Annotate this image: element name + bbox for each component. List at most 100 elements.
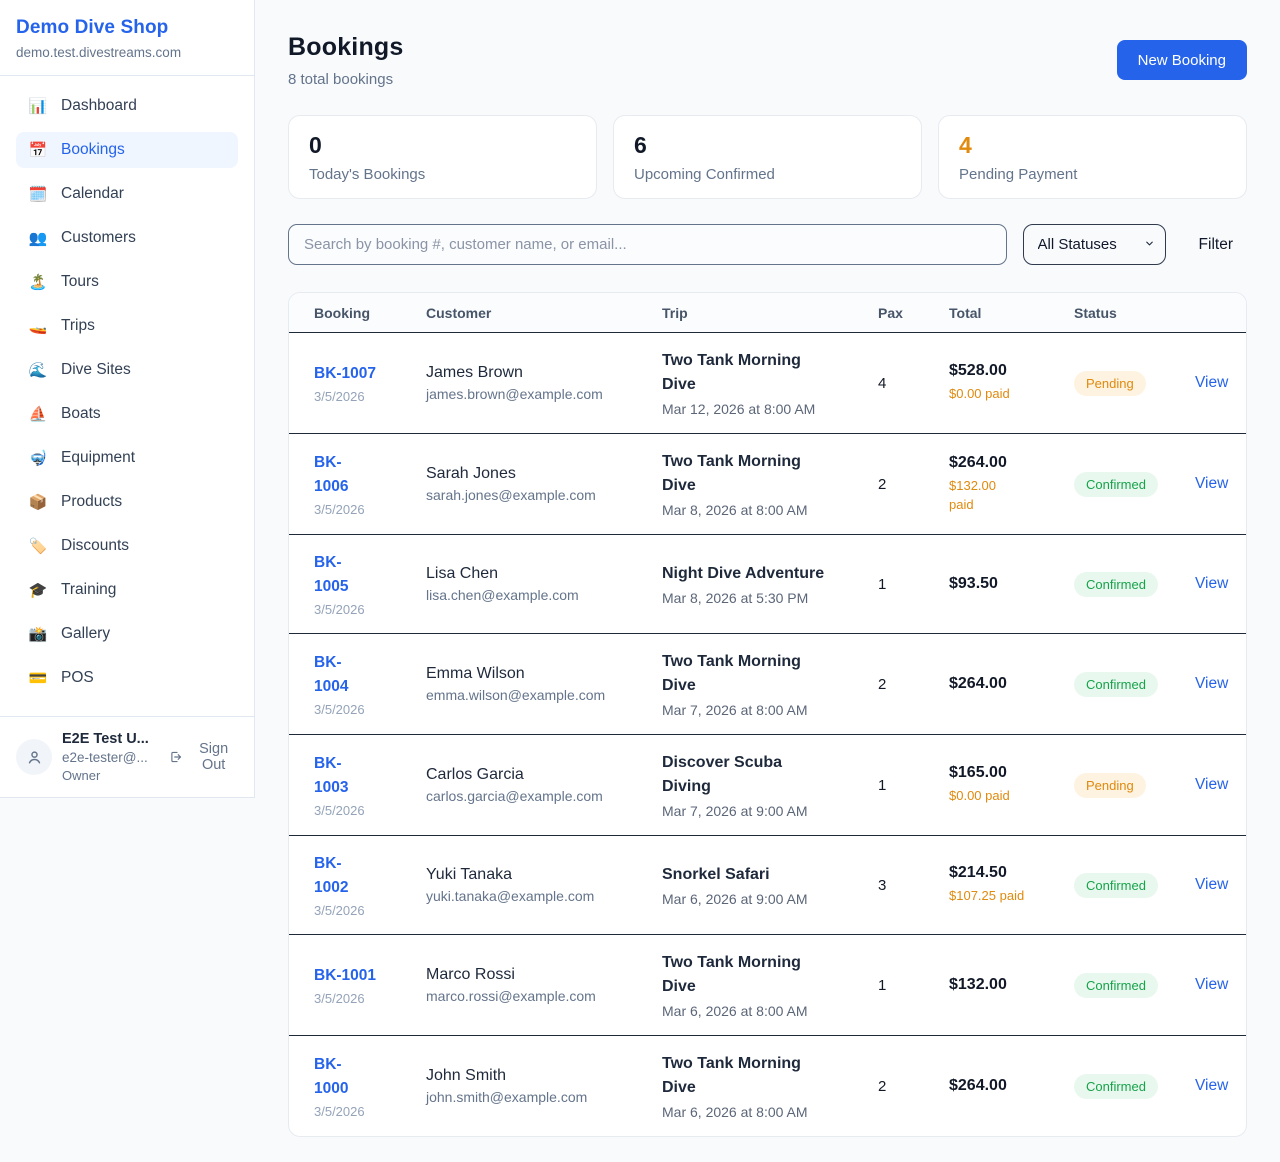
sidebar-item-dashboard[interactable]: 📊 Dashboard [16, 88, 238, 124]
column-header-pax: Pax [878, 304, 903, 321]
booking-date: 3/5/2026 [314, 389, 365, 404]
trip-name: Two Tank Morning Dive [662, 653, 801, 695]
view-link[interactable]: View [1195, 475, 1229, 492]
table-row: BK-1001 3/5/2026 Marco Rossi marco.rossi… [289, 935, 1246, 1037]
view-link[interactable]: View [1195, 1077, 1229, 1095]
status-badge: Pending [1074, 772, 1146, 798]
stat-value: 4 [959, 132, 972, 158]
booking-id-link[interactable]: BK-1007 [314, 364, 377, 382]
pax-count: 1 [878, 776, 887, 794]
table-row: BK- 1005 3/5/2026 Lisa Chen lisa.chen@exa… [289, 535, 1246, 635]
paid-amount: $0.00 paid [949, 788, 1010, 804]
bar-chart-icon: 📊 [28, 98, 48, 115]
status-badge: Pending [1074, 370, 1146, 396]
sign-out-label: Sign Out [199, 741, 229, 773]
stat-label: Today's Bookings [309, 166, 426, 183]
view-link[interactable]: View [1195, 976, 1229, 994]
brand-block[interactable]: Demo Dive Shop demo.test.divestreams.com [0, 0, 254, 76]
sidebar-item-label: Dive Sites [61, 361, 131, 378]
customer-email: sarah.jones@example.com [426, 487, 596, 503]
calendar-pad-icon: 🗓️ [28, 186, 48, 203]
booking-id-link[interactable]: BK- 1003 [314, 755, 349, 797]
stat-card: 6 Upcoming Confirmed [613, 115, 922, 199]
sidebar-item-discounts[interactable]: 🏷️ Discounts [16, 528, 238, 564]
trip-name: Snorkel Safari [662, 866, 770, 884]
camera-icon: 📸 [28, 626, 48, 643]
sidebar-item-dive-sites[interactable]: 🌊 Dive Sites [16, 352, 238, 388]
booking-id-link[interactable]: BK- 1006 [314, 453, 349, 495]
view-link[interactable]: View [1195, 374, 1229, 391]
brand-domain: demo.test.divestreams.com [16, 45, 182, 60]
status-select[interactable]: All Statuses [1022, 224, 1166, 265]
customer-name: Carlos Garcia [426, 766, 524, 784]
sidebar-item-label: POS [61, 669, 94, 686]
customer-name: John Smith [426, 1067, 507, 1085]
booking-date: 3/5/2026 [314, 903, 365, 919]
user-icon [28, 750, 40, 763]
sidebar-item-equipment[interactable]: 🤿 Equipment [16, 440, 238, 476]
package-icon: 📦 [28, 494, 48, 511]
sidebar-item-pos[interactable]: 💳 POS [16, 660, 238, 696]
filter-button[interactable]: Filter [1198, 235, 1233, 253]
total-amount: $132.00 [949, 976, 1007, 994]
sidebar-item-gallery[interactable]: 📸 Gallery [16, 616, 238, 652]
booking-date: 3/5/2026 [314, 702, 365, 718]
sidebar-nav: 📊 Dashboard 📅 Bookings 🗓️ Calendar 👥 Cus… [0, 76, 254, 696]
sidebar-item-label: Bookings [61, 141, 125, 158]
sidebar-item-bookings[interactable]: 📅 Bookings [16, 132, 238, 168]
sidebar-item-tours[interactable]: 🏝️ Tours [16, 264, 238, 300]
sidebar-item-customers[interactable]: 👥 Customers [16, 220, 238, 256]
booking-id-link[interactable]: BK-1001 [314, 967, 377, 985]
customer-email: john.smith@example.com [426, 1089, 588, 1106]
view-link[interactable]: View [1195, 675, 1229, 693]
booking-date: 3/5/2026 [314, 1104, 365, 1120]
trip-datetime: Mar 8, 2026 at 5:30 PM [662, 590, 809, 607]
trip-name: Two Tank Morning Dive [662, 954, 801, 996]
status-badge: Confirmed [1074, 972, 1158, 998]
customer-email: emma.wilson@example.com [426, 687, 606, 704]
trip-name: Two Tank Morning Dive [662, 1055, 801, 1097]
pax-count: 1 [878, 976, 887, 994]
trip-datetime: Mar 7, 2026 at 8:00 AM [662, 702, 808, 719]
sidebar-item-label: Tours [61, 273, 99, 290]
sidebar-item-label: Calendar [61, 185, 124, 202]
total-amount: $264.00 [949, 1077, 1007, 1095]
view-link[interactable]: View [1195, 776, 1229, 794]
sidebar-item-calendar[interactable]: 🗓️ Calendar [16, 176, 238, 212]
sidebar-item-label: Dashboard [61, 97, 137, 114]
booking-id-link[interactable]: BK- 1005 [314, 554, 349, 596]
total-amount: $264.00 [949, 453, 1007, 471]
user-block: E2E Test U... e2e-tester@... Owner Sign … [0, 716, 254, 797]
total-amount: $264.00 [949, 675, 1007, 693]
bookings-table: Booking Customer Trip Pax Total Status BK-100… [288, 292, 1247, 1138]
brand-name: Demo Dive Shop [16, 17, 169, 38]
booking-id-link[interactable]: BK- 1000 [314, 1056, 349, 1098]
sidebar-item-label: Discounts [61, 537, 130, 554]
booking-id-link[interactable]: BK- 1004 [314, 654, 349, 696]
total-amount: $528.00 [949, 362, 1007, 380]
sidebar-item-label: Gallery [61, 625, 111, 642]
calendar-date-icon: 📅 [28, 142, 48, 159]
sidebar-item-products[interactable]: 📦 Products [16, 484, 238, 520]
sidebar-item-label: Equipment [61, 449, 136, 466]
view-link[interactable]: View [1195, 575, 1229, 593]
sidebar-item-training[interactable]: 🎓 Training [16, 572, 238, 608]
island-icon: 🏝️ [28, 274, 48, 291]
booking-id-link[interactable]: BK- 1002 [314, 855, 349, 897]
search-input[interactable] [288, 224, 1007, 265]
customer-name: Sarah Jones [426, 465, 516, 482]
trip-name: Discover Scuba Diving [662, 754, 783, 796]
paid-amount: $107.25 paid [949, 888, 1025, 904]
sidebar-item-boats[interactable]: ⛵ Boats [16, 396, 238, 432]
main-content: Bookings 8 total bookings New Booking 0 … [288, 0, 1247, 1138]
view-link[interactable]: View [1195, 876, 1229, 894]
sign-out-button[interactable]: Sign Out [169, 741, 239, 773]
pax-count: 1 [878, 575, 887, 593]
new-booking-button[interactable]: New Booking [1116, 40, 1247, 80]
sidebar-item-trips[interactable]: 🚤 Trips [16, 308, 238, 344]
total-amount: $214.50 [949, 864, 1007, 882]
customer-name: Yuki Tanaka [426, 866, 512, 884]
stat-label: Upcoming Confirmed [634, 166, 775, 183]
status-badge: Confirmed [1074, 671, 1158, 697]
customer-name: Marco Rossi [426, 966, 515, 984]
